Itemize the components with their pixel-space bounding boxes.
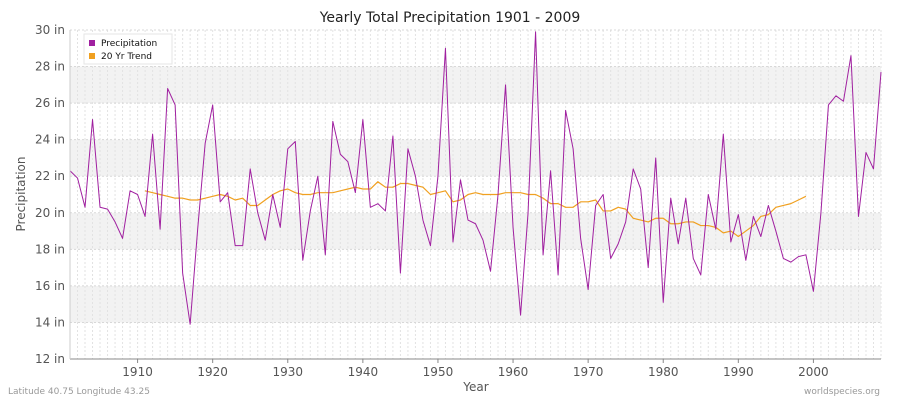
y-tick-label: 24 in	[35, 133, 65, 147]
band	[70, 103, 881, 140]
footer-source: worldspecies.org	[804, 387, 880, 397]
x-tick-label: 1980	[648, 365, 679, 379]
x-tick-label: 1990	[723, 365, 754, 379]
y-tick-label: 22 in	[35, 169, 65, 183]
x-tick-label: 1960	[498, 365, 529, 379]
footer-coordinates: Latitude 40.75 Longitude 43.25	[8, 387, 150, 397]
y-tick-label: 28 in	[35, 60, 65, 74]
x-tick-label: 1920	[197, 365, 228, 379]
x-tick-label: 1910	[122, 365, 153, 379]
y-tick-label: 12 in	[35, 352, 65, 366]
legend-box	[83, 33, 173, 65]
legend: Precipitation 20 Yr Trend	[83, 33, 173, 65]
x-tick-label: 1970	[573, 365, 604, 379]
legend-label-precipitation: Precipitation	[101, 39, 157, 49]
band	[70, 322, 881, 359]
band	[70, 66, 881, 104]
chart-title: Yearly Total Precipitation 1901 - 2009	[319, 10, 581, 26]
series-lines	[69, 31, 882, 325]
y-axis-ticks: 12 in 14 in 16 in 18 in 20 in 22 in 24 in 26 in…	[35, 23, 65, 366]
x-tick-label: 1940	[348, 365, 379, 379]
legend-label-trend: 20 Yr Trend	[101, 52, 152, 62]
y-axis-title: Precipitation	[14, 156, 28, 231]
y-tick-label: 30 in	[35, 23, 65, 37]
y-tick-label: 14 in	[35, 315, 65, 329]
legend-swatch-precipitation	[89, 40, 95, 46]
y-tick-label: 20 in	[35, 206, 65, 220]
band	[70, 30, 881, 67]
x-tick-label: 2000	[798, 365, 829, 379]
x-axis-ticks: 1910 1920 1930 1940 1950 1960 1970 1980 1990 2000	[122, 359, 829, 379]
precipitation-line	[69, 31, 882, 325]
legend-swatch-trend	[89, 53, 95, 59]
y-tick-label: 26 in	[35, 96, 65, 110]
x-tick-label: 1950	[423, 365, 454, 379]
trend-line	[144, 181, 807, 238]
y-tick-label: 18 in	[35, 242, 65, 256]
x-axis-title: Year	[462, 380, 488, 394]
x-tick-label: 1930	[272, 365, 303, 379]
y-tick-label: 16 in	[35, 279, 65, 293]
